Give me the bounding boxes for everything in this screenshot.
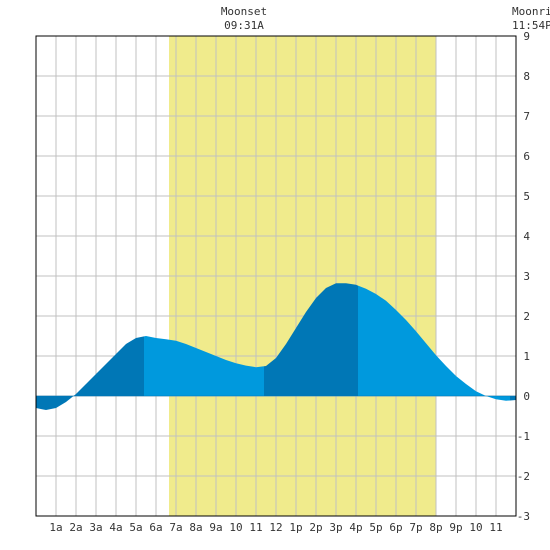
x-tick-label: 7p xyxy=(409,521,422,534)
y-tick-label: -2 xyxy=(517,470,530,483)
y-tick-label: -1 xyxy=(517,430,530,443)
y-tick-label: 9 xyxy=(523,30,530,43)
moonset-time: 09:31A xyxy=(224,19,264,32)
tide-area-rising xyxy=(510,396,516,401)
tide-area-falling xyxy=(358,285,510,401)
y-tick-label: -3 xyxy=(517,510,530,523)
x-tick-label: 5p xyxy=(369,521,382,534)
y-tick-label: 3 xyxy=(523,270,530,283)
x-tick-label: 7a xyxy=(169,521,182,534)
y-tick-label: 8 xyxy=(523,70,530,83)
tide-area-rising xyxy=(264,283,358,396)
tide-area-rising xyxy=(36,396,42,410)
x-tick-label: 6a xyxy=(149,521,162,534)
x-tick-label: 12 xyxy=(269,521,282,534)
x-tick-label: 4p xyxy=(349,521,362,534)
x-tick-label: 10 xyxy=(229,521,242,534)
x-tick-label: 3p xyxy=(329,521,342,534)
x-tick-label: 11 xyxy=(489,521,502,534)
x-tick-label: 1p xyxy=(289,521,302,534)
y-tick-label: 5 xyxy=(523,190,530,203)
tide-area-layer xyxy=(36,283,516,410)
x-tick-label: 5a xyxy=(129,521,142,534)
grid-layer xyxy=(36,36,516,516)
x-tick-label: 3a xyxy=(89,521,102,534)
x-tick-label: 8a xyxy=(189,521,202,534)
y-tick-label: 4 xyxy=(523,230,530,243)
moonrise-time: 11:54P xyxy=(512,19,550,32)
x-tick-label: 9p xyxy=(449,521,462,534)
y-tick-label: 2 xyxy=(523,310,530,323)
x-tick-label: 6p xyxy=(389,521,402,534)
x-tick-label: 8p xyxy=(429,521,442,534)
y-tick-label: 0 xyxy=(523,390,530,403)
tide-area-falling xyxy=(144,336,264,396)
tide-area-rising xyxy=(42,336,144,410)
x-tick-label: 2p xyxy=(309,521,322,534)
x-tick-label: 9a xyxy=(209,521,222,534)
x-tick-label: 4a xyxy=(109,521,122,534)
y-tick-label: 6 xyxy=(523,150,530,163)
moonrise-title: Moonri xyxy=(512,5,550,18)
y-tick-label: 7 xyxy=(523,110,530,123)
x-tick-label: 10 xyxy=(469,521,482,534)
plot-frame xyxy=(35,35,517,517)
y-tick-labels: -3 -2 -1 0 1 2 3 4 5 6 7 8 9 xyxy=(517,30,531,523)
y-tick-label: 1 xyxy=(523,350,530,363)
x-tick-label: 2a xyxy=(69,521,82,534)
x-tick-labels: 1a 2a 3a 4a 5a 6a 7a 8a 9a 10 11 12 1p 2p 3p 4p 5p 6p 7p 8p… xyxy=(49,521,502,534)
moonset-title: Moonset xyxy=(221,5,267,18)
x-tick-label: 11 xyxy=(249,521,262,534)
x-tick-label: 1a xyxy=(49,521,62,534)
